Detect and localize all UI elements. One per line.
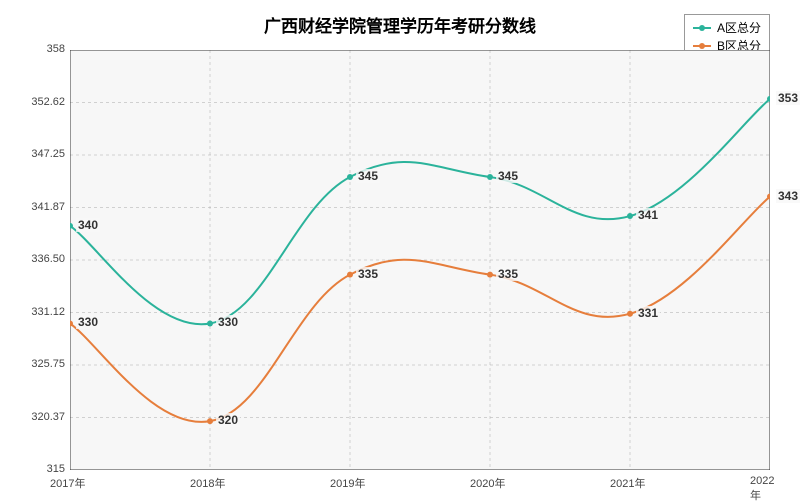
plot-area: 315320.37325.75331.12336.50341.87347.253… xyxy=(70,50,770,470)
point-label: 343 xyxy=(776,189,800,203)
legend-item-a: A区总分 xyxy=(693,19,761,37)
chart-title: 广西财经学院管理学历年考研分数线 xyxy=(0,12,800,37)
point-label: 335 xyxy=(356,267,380,281)
x-tick-label: 2017年 xyxy=(50,475,85,491)
y-tick-label: 341.87 xyxy=(20,201,65,213)
plot-svg xyxy=(70,50,770,470)
y-tick-label: 315 xyxy=(20,463,65,475)
data-point xyxy=(347,174,353,180)
y-tick-label: 325.75 xyxy=(20,358,65,370)
point-label: 345 xyxy=(356,169,380,183)
x-tick-label: 2019年 xyxy=(330,475,365,491)
point-label: 345 xyxy=(496,169,520,183)
data-point xyxy=(627,311,633,317)
data-point xyxy=(347,272,353,278)
chart-container: 广西财经学院管理学历年考研分数线 A区总分 B区总分 315320.37325.… xyxy=(0,0,800,500)
point-label: 330 xyxy=(76,315,100,329)
y-tick-label: 358 xyxy=(20,43,65,55)
series-line xyxy=(70,197,770,422)
legend-label-a: A区总分 xyxy=(717,19,761,37)
y-tick-label: 352.62 xyxy=(20,96,65,108)
point-label: 353 xyxy=(776,91,800,105)
data-point xyxy=(627,213,633,219)
legend-swatch-b xyxy=(693,45,711,47)
point-label: 330 xyxy=(216,315,240,329)
legend-swatch-a xyxy=(693,27,711,29)
data-point xyxy=(487,272,493,278)
point-label: 335 xyxy=(496,267,520,281)
y-tick-label: 331.12 xyxy=(20,306,65,318)
data-point xyxy=(207,418,213,424)
data-point xyxy=(207,320,213,326)
point-label: 340 xyxy=(76,218,100,232)
point-label: 320 xyxy=(216,413,240,427)
y-tick-label: 347.25 xyxy=(20,148,65,160)
y-tick-label: 336.50 xyxy=(20,253,65,265)
x-tick-label: 2022年 xyxy=(750,475,774,503)
x-tick-label: 2020年 xyxy=(470,475,505,491)
data-point xyxy=(487,174,493,180)
series-line xyxy=(70,99,770,324)
x-tick-label: 2018年 xyxy=(190,475,225,491)
point-label: 341 xyxy=(636,208,660,222)
point-label: 331 xyxy=(636,306,660,320)
x-tick-label: 2021年 xyxy=(610,475,645,491)
y-tick-label: 320.37 xyxy=(20,411,65,423)
